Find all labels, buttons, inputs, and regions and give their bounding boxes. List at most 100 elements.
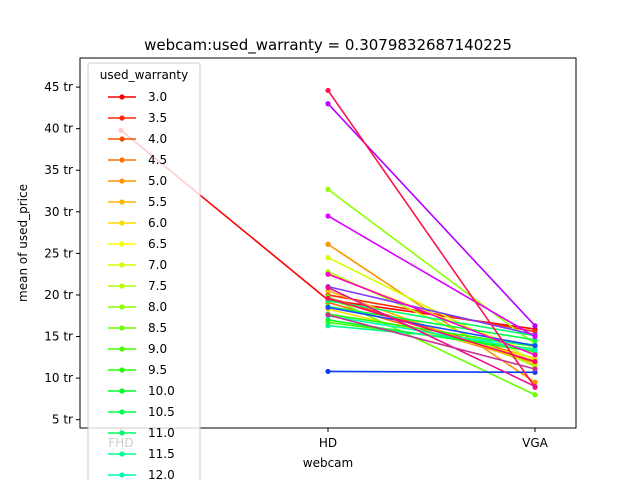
legend-label: 7.5 bbox=[148, 279, 167, 293]
y-tick-label: 25 tr bbox=[44, 246, 73, 260]
legend-label: 10.0 bbox=[148, 384, 175, 398]
data-point bbox=[325, 87, 331, 94]
legend-item: 4.0 bbox=[108, 132, 167, 146]
legend-item: 11.5 bbox=[108, 447, 175, 461]
legend-label: 8.5 bbox=[148, 321, 167, 335]
legend-marker bbox=[119, 367, 125, 373]
series-line bbox=[327, 89, 536, 388]
legend-item: 9.0 bbox=[108, 342, 167, 356]
x-tick-label: VGA bbox=[522, 436, 549, 450]
series-line bbox=[327, 305, 536, 341]
y-tick-label: 10 tr bbox=[44, 371, 73, 385]
legend-label: 3.5 bbox=[148, 111, 167, 125]
legend-label: 11.5 bbox=[148, 447, 175, 461]
data-point bbox=[325, 101, 331, 107]
legend-label: 5.0 bbox=[148, 174, 167, 188]
series-line bbox=[327, 188, 536, 345]
legend-marker bbox=[119, 472, 125, 478]
series-28 bbox=[325, 312, 538, 372]
legend-label: 9.0 bbox=[148, 342, 167, 356]
legend-marker bbox=[119, 430, 125, 436]
plot-area bbox=[118, 87, 538, 398]
legend-marker bbox=[119, 304, 125, 310]
data-point bbox=[532, 347, 538, 353]
data-point bbox=[325, 241, 331, 247]
data-point bbox=[325, 317, 331, 323]
data-point bbox=[325, 271, 331, 277]
legend-item: 5.0 bbox=[108, 174, 167, 188]
y-tick-label: 45 tr bbox=[44, 80, 73, 94]
data-point bbox=[325, 304, 331, 311]
series-line bbox=[327, 370, 536, 374]
legend-item: 3.5 bbox=[108, 111, 167, 125]
legend-marker bbox=[119, 136, 125, 142]
axes: 5 tr 10 tr 15 tr 20 tr 25 tr 30 tr 35 tr 40 tr 4… bbox=[44, 57, 577, 450]
data-point bbox=[325, 186, 331, 192]
y-tick-label: 20 tr bbox=[44, 288, 73, 302]
legend-marker bbox=[119, 283, 125, 289]
legend-marker bbox=[119, 241, 125, 247]
legend-item: 7.0 bbox=[108, 258, 167, 272]
data-point bbox=[532, 323, 538, 329]
legend-label: 4.0 bbox=[148, 132, 167, 146]
legend-marker bbox=[119, 220, 125, 226]
y-tick-label: 35 tr bbox=[44, 163, 73, 177]
series-24 bbox=[325, 271, 538, 358]
legend-label: 11.0 bbox=[148, 426, 175, 440]
legend-marker bbox=[119, 409, 125, 415]
x-axis-label: webcam bbox=[303, 456, 353, 470]
legend-item: 7.5 bbox=[108, 279, 167, 293]
series-line bbox=[327, 314, 536, 351]
legend-item: 4.5 bbox=[108, 153, 167, 167]
series-line bbox=[327, 306, 536, 347]
legend-title: used_warranty bbox=[100, 68, 188, 82]
data-point bbox=[325, 284, 331, 291]
y-tick-label: 15 tr bbox=[44, 330, 73, 344]
y-tick-label: 40 tr bbox=[44, 122, 73, 136]
legend-item: 6.5 bbox=[108, 237, 167, 251]
series-line bbox=[327, 297, 536, 363]
legend-marker bbox=[119, 262, 125, 268]
legend-marker bbox=[119, 388, 125, 394]
data-point bbox=[532, 343, 538, 349]
data-point bbox=[325, 368, 331, 375]
series-line bbox=[327, 215, 536, 338]
chart-title: webcam:used_warranty = 0.307983268714022… bbox=[144, 36, 512, 55]
legend-label: 4.5 bbox=[148, 153, 167, 167]
data-point bbox=[325, 312, 331, 318]
legend-label: 10.5 bbox=[148, 405, 175, 419]
y-tick-label: 5 tr bbox=[52, 413, 73, 427]
series-27 bbox=[325, 284, 538, 390]
legend-item: 11.0 bbox=[108, 426, 175, 440]
legend-marker bbox=[119, 451, 125, 457]
legend-item: 8.5 bbox=[108, 321, 167, 335]
legend-label: 5.5 bbox=[148, 195, 167, 209]
series-23 bbox=[325, 213, 538, 340]
data-point bbox=[532, 358, 538, 365]
legend-marker bbox=[119, 157, 125, 163]
legend-label: 12.0 bbox=[148, 468, 175, 480]
data-point bbox=[325, 323, 331, 329]
y-axis-label: mean of used_price bbox=[16, 184, 30, 302]
legend-marker bbox=[119, 346, 125, 352]
legend-item: 3.0 bbox=[108, 90, 167, 104]
legend-item: 10.0 bbox=[108, 384, 175, 398]
data-point bbox=[532, 352, 538, 358]
legend-item: 6.0 bbox=[108, 216, 167, 230]
legend-item: 8.0 bbox=[108, 300, 167, 314]
legend-marker bbox=[119, 115, 125, 121]
series-line bbox=[327, 285, 536, 336]
data-point bbox=[325, 295, 331, 301]
data-point bbox=[532, 392, 538, 398]
data-point bbox=[532, 333, 538, 340]
legend-label: 3.0 bbox=[148, 90, 167, 104]
legend-item: 9.5 bbox=[108, 363, 167, 377]
series-26 bbox=[325, 87, 538, 390]
series-line bbox=[327, 103, 536, 327]
series-line bbox=[327, 295, 536, 396]
data-point bbox=[532, 379, 538, 385]
series-line bbox=[327, 299, 536, 337]
legend-label: 9.5 bbox=[148, 363, 167, 377]
legend-label: 7.0 bbox=[148, 258, 167, 272]
